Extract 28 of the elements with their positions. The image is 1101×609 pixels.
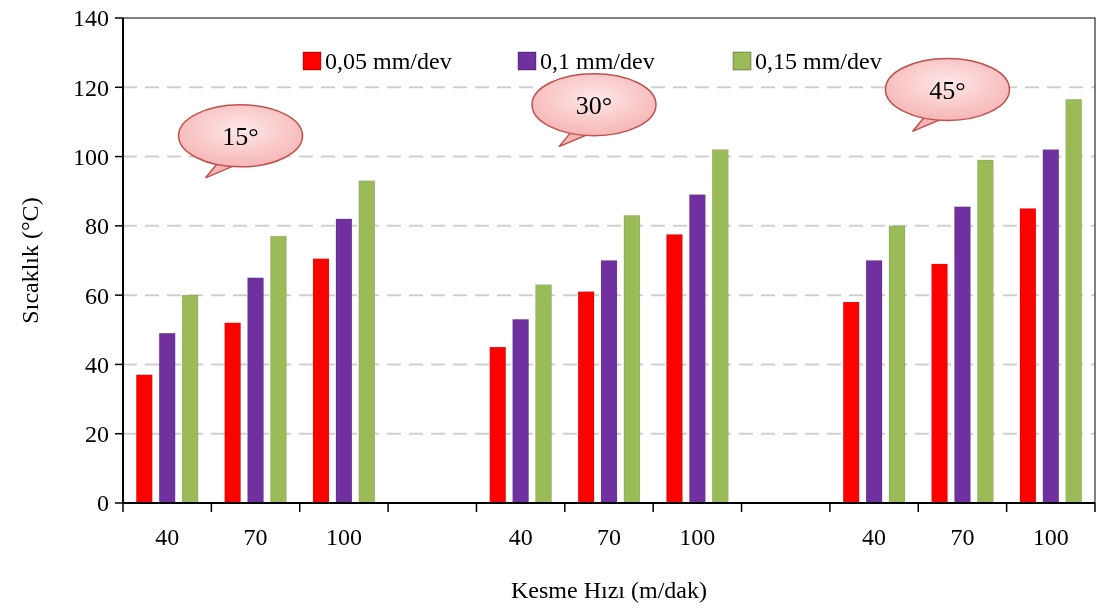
y-axis-title: Sıcaklık (°C) bbox=[17, 197, 43, 324]
annotation: 45° bbox=[929, 75, 966, 105]
y-tick-label: 20 bbox=[85, 421, 109, 448]
y-tick-label: 100 bbox=[73, 143, 109, 170]
annotation: 30° bbox=[575, 90, 613, 120]
x-tick-label: 70 bbox=[243, 524, 268, 550]
x-tick-label: 70 bbox=[950, 524, 975, 550]
y-tick-label: 120 bbox=[73, 74, 109, 101]
x-tick-label: 100 bbox=[325, 524, 362, 550]
speech-bubble-callout: 30° bbox=[531, 72, 657, 148]
x-tick-label: 70 bbox=[597, 524, 621, 550]
x-tick-label: 100 bbox=[1032, 524, 1069, 550]
y-tick-label: 140 bbox=[73, 5, 109, 32]
x-tick-label: 40 bbox=[155, 524, 180, 550]
legend-label: 0,05 mm/dev bbox=[325, 48, 452, 75]
speech-bubble-callout: 45° bbox=[884, 57, 1011, 133]
legend-label: 0,1 mm/dev bbox=[540, 48, 655, 75]
legend-label: 0,15 mm/dev bbox=[755, 48, 882, 75]
x-axis-title: Kesme Hızı (m/dak) bbox=[511, 577, 707, 603]
x-tick-label: 40 bbox=[508, 524, 533, 550]
x-tick-label: 40 bbox=[862, 524, 887, 550]
speech-bubble-callout: 15° bbox=[177, 104, 304, 179]
annotation: 15° bbox=[222, 121, 259, 151]
y-tick-label: 60 bbox=[85, 282, 109, 309]
y-tick-label: 0 bbox=[97, 490, 109, 517]
y-tick-label: 80 bbox=[85, 213, 109, 240]
y-tick-label: 40 bbox=[85, 351, 109, 378]
x-tick-label: 100 bbox=[679, 524, 716, 550]
